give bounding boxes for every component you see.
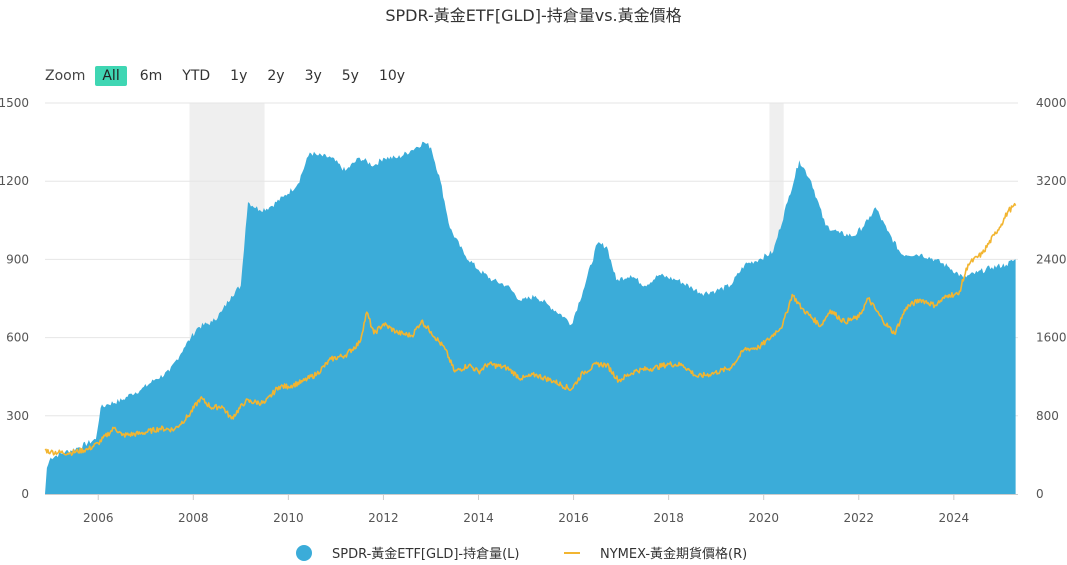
legend-marker-gold-price bbox=[564, 551, 580, 554]
zoom-5y-button[interactable]: 5y bbox=[341, 68, 359, 84]
chart-title: SPDR-黃金ETF[GLD]-持倉量vs.黃金價格 bbox=[385, 6, 682, 25]
x-tick-label: 2022 bbox=[843, 511, 874, 525]
y-right-tick-label: 0 bbox=[1036, 487, 1044, 501]
y-left-tick-label: 300 bbox=[6, 409, 29, 423]
zoom-all-button[interactable]: All bbox=[95, 66, 127, 86]
y-right-tick-label: 800 bbox=[1036, 409, 1059, 423]
zoom-6m-button[interactable]: 6m bbox=[139, 68, 163, 84]
y-left-tick-label: 0 bbox=[21, 487, 29, 501]
y-right-tick-label: 4000 bbox=[1036, 96, 1067, 110]
x-tick-label: 2010 bbox=[273, 511, 304, 525]
y-right-tick-label: 1600 bbox=[1036, 331, 1067, 345]
chart-legend: SPDR-黃金ETF[GLD]-持倉量(L) NYMEX-黃金期貨價格(R) bbox=[0, 543, 1067, 563]
y-left-tick-label: 900 bbox=[6, 252, 29, 266]
zoom-3y-button[interactable]: 3y bbox=[304, 68, 322, 84]
legend-item-gold-price[interactable]: NYMEX-黃金期貨價格(R) bbox=[564, 543, 747, 562]
x-tick-label: 2006 bbox=[83, 511, 114, 525]
zoom-bar: Zoom All 6m YTD 1y 2y 3y 5y 10y bbox=[45, 64, 418, 88]
zoom-10y-button[interactable]: 10y bbox=[378, 68, 406, 84]
chart-plot: 0 300 600 900 1200 1500 0 800 1600 2400 3200 4000 20… bbox=[0, 96, 1067, 525]
zoom-label: Zoom bbox=[45, 68, 86, 84]
x-tick-label: 2016 bbox=[558, 511, 589, 525]
zoom-2y-button[interactable]: 2y bbox=[267, 68, 285, 84]
legend-item-holdings[interactable]: SPDR-黃金ETF[GLD]-持倉量(L) bbox=[296, 543, 519, 562]
x-tick-label: 2024 bbox=[939, 511, 970, 525]
zoom-1y-button[interactable]: 1y bbox=[230, 68, 248, 84]
series-line-gold-price bbox=[44, 202, 1017, 456]
y-left-tick-label: 600 bbox=[6, 331, 29, 345]
legend-label-holdings: SPDR-黃金ETF[GLD]-持倉量(L) bbox=[332, 547, 520, 562]
x-tick-label: 2008 bbox=[178, 511, 209, 525]
legend-marker-holdings bbox=[296, 544, 312, 561]
series-area-holdings bbox=[45, 141, 1016, 494]
legend-label-gold-price: NYMEX-黃金期貨價格(R) bbox=[600, 547, 748, 562]
x-tick-label: 2014 bbox=[463, 511, 494, 525]
y-left-tick-label: 1500 bbox=[0, 96, 29, 110]
x-tick-label: 2012 bbox=[368, 511, 399, 525]
x-tick-label: 2020 bbox=[748, 511, 779, 525]
y-right-tick-label: 3200 bbox=[1036, 174, 1067, 188]
y-right-tick-label: 2400 bbox=[1036, 252, 1067, 266]
y-left-tick-label: 1200 bbox=[0, 174, 29, 188]
x-tick-label: 2018 bbox=[653, 511, 684, 525]
zoom-ytd-button[interactable]: YTD bbox=[182, 68, 211, 84]
